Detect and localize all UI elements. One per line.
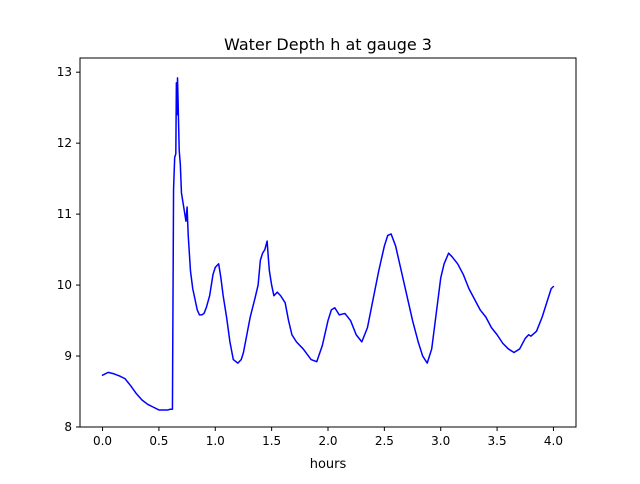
- chart-title: Water Depth h at gauge 3: [224, 35, 432, 54]
- x-tick-label: 4.0: [544, 434, 563, 448]
- x-tick-label: 3.0: [431, 434, 450, 448]
- x-tick-label: 3.5: [488, 434, 507, 448]
- x-tick-label: 2.0: [318, 434, 337, 448]
- y-tick-label: 12: [57, 136, 72, 150]
- plot-area: 0.0 0.5 1.0 1.5 2.0 2.5 3.0 3.5 4.0 8 9 10 11 12 13: [57, 57, 577, 448]
- x-tick-label: 1.0: [206, 434, 225, 448]
- y-tick-label: 10: [57, 278, 72, 292]
- y-tick-label: 8: [64, 420, 72, 434]
- y-tick-label: 9: [64, 349, 72, 363]
- x-axis-label: hours: [310, 457, 347, 472]
- y-tick-label: 13: [57, 65, 72, 79]
- x-tick-label: 0.5: [149, 434, 168, 448]
- x-tick-label: 0.0: [93, 434, 112, 448]
- x-tick-label: 2.5: [375, 434, 394, 448]
- x-tick-label: 1.5: [262, 434, 281, 448]
- y-tick-label: 11: [57, 207, 72, 221]
- series-line-0: [101, 77, 555, 411]
